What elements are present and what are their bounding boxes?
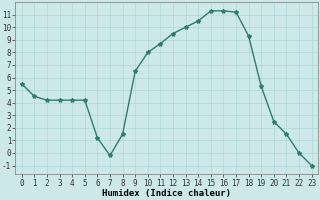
X-axis label: Humidex (Indice chaleur): Humidex (Indice chaleur) <box>102 189 231 198</box>
